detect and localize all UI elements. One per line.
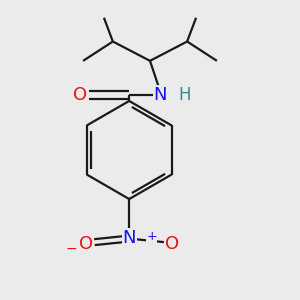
Text: +: + [146, 230, 157, 243]
Text: O: O [73, 86, 87, 104]
Text: O: O [79, 235, 93, 253]
Text: N: N [154, 86, 167, 104]
Text: N: N [122, 229, 136, 247]
Text: O: O [165, 235, 179, 253]
Text: −: − [65, 242, 77, 256]
Text: H: H [178, 86, 190, 104]
